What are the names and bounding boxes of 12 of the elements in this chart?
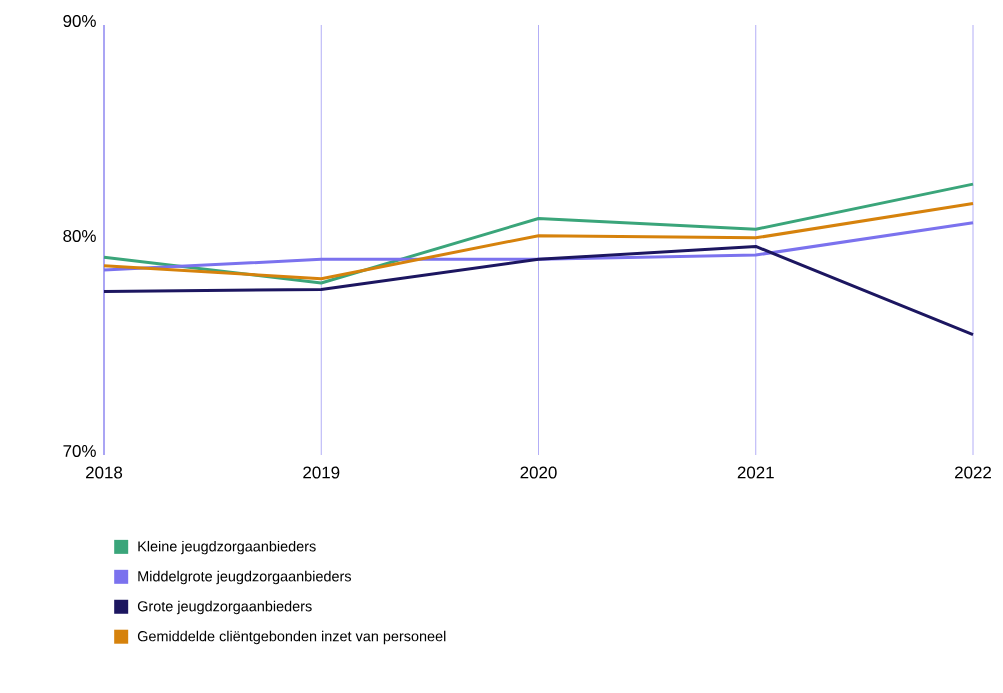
x-tick-label: 2019 xyxy=(303,466,340,479)
y-tick-label: 70% xyxy=(63,445,96,457)
x-tick-label: 2018 xyxy=(86,466,123,479)
x-tick-label: 2021 xyxy=(737,466,774,479)
y-tick-label: 90% xyxy=(63,15,96,27)
x-tick-label: 2020 xyxy=(520,466,557,479)
y-tick-label: 80% xyxy=(63,230,96,242)
x-tick-label: 2022 xyxy=(955,466,991,479)
legend-label: Grote jeugdzorgaanbieders xyxy=(137,600,312,615)
legend-label: Gemiddelde cliëntgebonden inzet van personeel xyxy=(137,630,446,645)
legend-label: Middelgrote jeugdzorgaanbieders xyxy=(138,570,352,585)
legend-label: Kleine jeugdzorgaanbieders xyxy=(138,540,316,555)
